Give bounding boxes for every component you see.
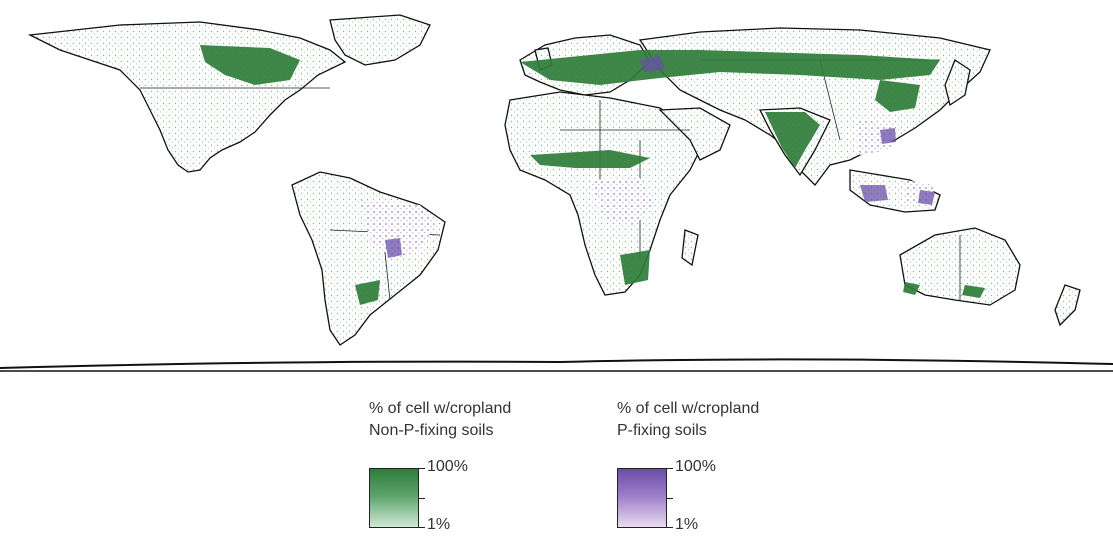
tick-mid <box>667 498 673 499</box>
south-america <box>291 171 446 346</box>
cropland-p-fixing-dense <box>385 55 935 258</box>
legend-title-line2: P-fixing soils <box>617 422 707 439</box>
world-cropland-map <box>0 14 1113 372</box>
legend-title-line1: % of cell w/cropland <box>617 400 760 417</box>
tick-bottom <box>667 527 673 528</box>
tick-bottom <box>419 527 425 528</box>
greenland <box>329 14 431 66</box>
tick-top <box>419 468 425 469</box>
color-ramp-purple <box>617 468 667 528</box>
tick-mid <box>419 498 425 499</box>
tick-top <box>667 468 673 469</box>
color-ramp-green <box>369 468 419 528</box>
cropland-non-p-fixing <box>200 45 985 305</box>
legend-title-line1: % of cell w/cropland <box>369 400 512 417</box>
new-zealand <box>1054 284 1081 327</box>
legend-min-label: 1% <box>675 516 699 533</box>
legend-p-fixing: % of cell w/cropland P-fixing soils 100%… <box>617 398 817 548</box>
north-america <box>27 21 347 173</box>
legend-max-label: 100% <box>675 458 716 475</box>
legend-max-label: 100% <box>427 458 468 475</box>
legend-non-p-fixing: % of cell w/cropland Non-P-fixing soils … <box>369 398 569 548</box>
legend-min-label: 1% <box>427 516 451 533</box>
legend-title-line2: Non-P-fixing soils <box>369 422 494 439</box>
cropland-p-fixing <box>360 120 935 260</box>
madagascar <box>681 229 699 267</box>
arabia <box>658 107 731 161</box>
antarctica-coast <box>0 358 1113 369</box>
japan <box>944 59 971 107</box>
